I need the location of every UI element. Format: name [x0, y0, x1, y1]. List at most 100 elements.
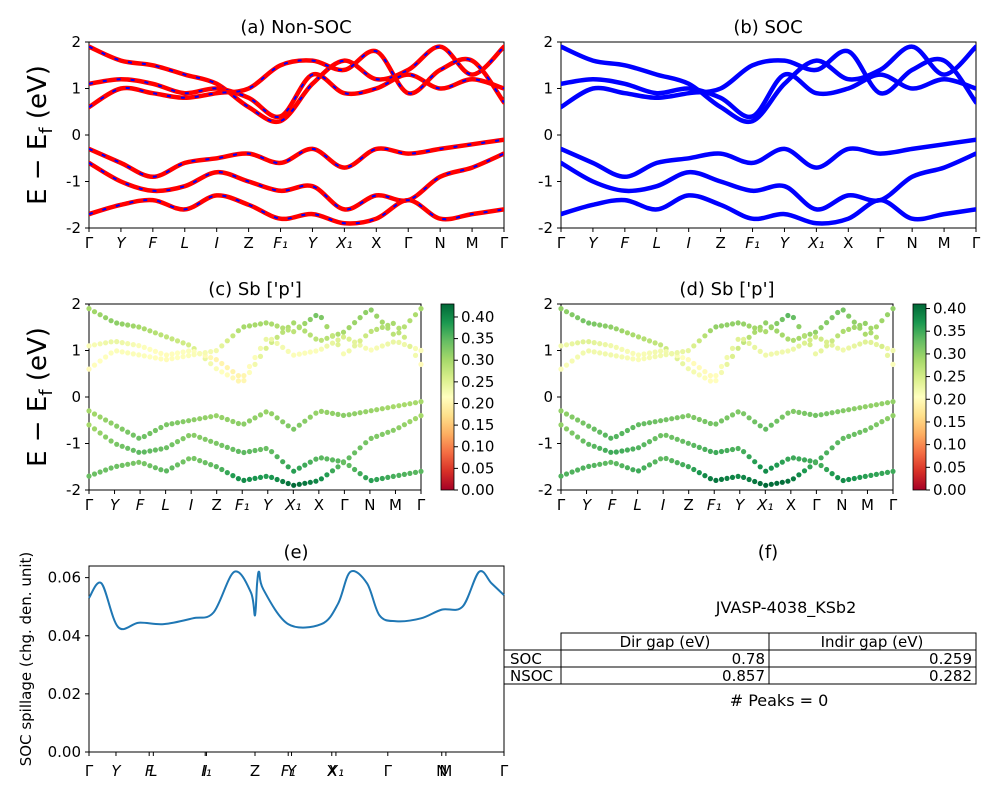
- projection-point: [103, 467, 109, 473]
- projection-point: [241, 449, 247, 456]
- projection-point: [280, 329, 286, 335]
- projection-point: [324, 456, 330, 462]
- projection-point: [158, 467, 164, 473]
- projection-point: [108, 438, 114, 444]
- projection-point: [591, 426, 597, 432]
- projection-point: [746, 454, 752, 460]
- projection-point: [340, 334, 347, 340]
- projection-point: [191, 455, 197, 462]
- x-tick-label: X: [314, 496, 324, 514]
- y-tick-label: 0: [543, 388, 553, 406]
- projection-point: [291, 468, 297, 474]
- projection-point: [108, 339, 114, 345]
- projection-point: [829, 410, 835, 416]
- projection-point: [91, 342, 98, 348]
- projection-point: [152, 330, 158, 336]
- projection-point: [324, 335, 330, 341]
- projection-point: [390, 427, 396, 433]
- colorbar-tick-label: 0.25: [933, 368, 966, 386]
- projection-point: [586, 320, 592, 326]
- projection-point: [884, 352, 891, 358]
- projection-point: [241, 477, 247, 483]
- x-tick-label: F₁: [707, 496, 722, 514]
- panel-title: (d) Sb ['p']: [679, 279, 774, 300]
- projection-point: [785, 348, 791, 354]
- projection-point: [291, 482, 297, 488]
- projection-point: [103, 340, 109, 346]
- projection-point: [630, 350, 636, 356]
- projection-point: [407, 401, 413, 407]
- projection-point: [591, 349, 597, 355]
- projection-point: [801, 340, 808, 346]
- x-tick-label: I: [661, 496, 666, 514]
- x-tick-label: X: [786, 496, 796, 514]
- projection-point: [374, 326, 380, 332]
- projection-point: [757, 464, 763, 470]
- projection-point: [357, 315, 363, 321]
- y-tick-label: 1: [543, 342, 553, 360]
- ylabel-unit: (eV): [23, 65, 53, 127]
- panel-b-bands: (b) SOC -2 -1 0 1 2 Γ Y F L I Z F₁ Y X₁ X Γ N M Γ: [538, 17, 981, 252]
- projection-point: [230, 369, 236, 375]
- projection-point: [707, 448, 714, 454]
- projection-point: [652, 459, 658, 465]
- spillage-line: [88, 570, 505, 631]
- projection-point: [602, 432, 608, 438]
- projection-point: [224, 338, 230, 344]
- x-tick-label: I: [214, 234, 219, 252]
- band-line-band-c2: [561, 71, 976, 120]
- projection-point: [191, 352, 197, 358]
- projection-point: [291, 329, 297, 335]
- projection-point: [558, 408, 564, 414]
- projection-point: [563, 309, 570, 315]
- projection-point: [674, 460, 680, 466]
- projection-point: [125, 341, 131, 347]
- colorbar-tick-label: 0.40: [933, 300, 966, 318]
- projection-point: [374, 476, 380, 483]
- projection-point: [158, 424, 164, 431]
- projection-point: [680, 349, 686, 355]
- projection-point: [368, 435, 374, 441]
- projection-point: [746, 323, 752, 329]
- projection-point: [152, 427, 158, 434]
- projection-point: [746, 415, 752, 421]
- projection-point: [846, 326, 852, 332]
- projection-point: [324, 472, 330, 478]
- x-tick-label: I₁: [201, 762, 211, 780]
- projection-point: [385, 474, 391, 480]
- projection-point: [180, 354, 186, 360]
- y-tick-label: 0.02: [48, 685, 81, 703]
- x-tick-label: F₁: [273, 234, 288, 252]
- projection-point: [324, 324, 330, 330]
- x-tick-label: I: [686, 234, 691, 252]
- x-tick-label: Γ: [889, 496, 898, 514]
- projection-point: [340, 351, 347, 357]
- x-tick-label: Y: [110, 496, 121, 514]
- projection-point: [269, 336, 275, 342]
- projection-point: [796, 324, 802, 330]
- panel-title: (a) Non-SOC: [240, 17, 351, 38]
- projection-point: [851, 406, 857, 412]
- projection-point: [619, 463, 625, 469]
- projection-point: [652, 419, 658, 425]
- projection-point: [136, 435, 142, 441]
- projection-point: [890, 413, 896, 419]
- x-tick-label: Y: [263, 496, 274, 514]
- projection-point: [608, 343, 614, 349]
- projection-point: [785, 312, 791, 319]
- projection-point: [246, 369, 253, 376]
- projection-point: [291, 426, 297, 432]
- x-tick-label: M: [466, 234, 479, 252]
- projection-point: [635, 352, 642, 358]
- projection-point: [363, 309, 369, 316]
- colorbar-tick-label: 0.30: [933, 345, 966, 363]
- projection-point: [357, 342, 363, 348]
- projection-point: [396, 425, 402, 431]
- projection-point: [119, 349, 125, 355]
- projection-point: [824, 339, 830, 345]
- projection-point: [114, 423, 120, 429]
- projection-point: [169, 351, 175, 357]
- projection-point: [346, 462, 352, 469]
- projection-point: [563, 471, 570, 477]
- x-tick-label: L: [633, 496, 641, 514]
